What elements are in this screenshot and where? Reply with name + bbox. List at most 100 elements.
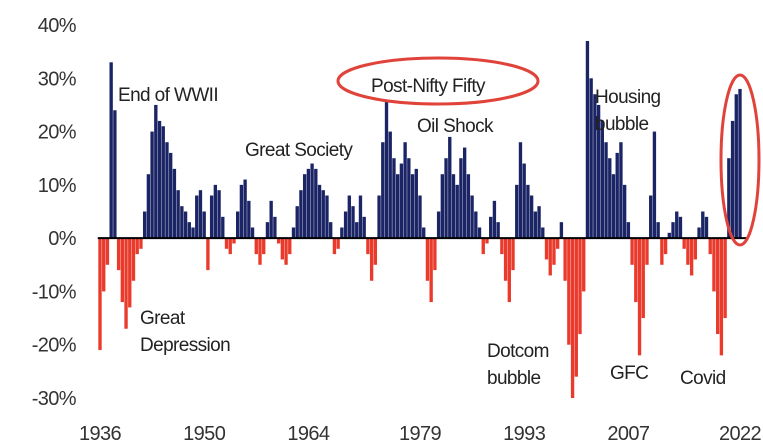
- bar: [574, 238, 578, 377]
- bar: [708, 238, 712, 255]
- bar: [209, 195, 214, 239]
- bar: [273, 216, 277, 239]
- bar: [675, 211, 679, 239]
- bar: [645, 238, 649, 265]
- bar: [221, 216, 225, 239]
- bar: [392, 158, 396, 239]
- bar: [399, 163, 404, 239]
- bar: [634, 238, 638, 303]
- bar: [474, 211, 478, 239]
- bar: [570, 238, 575, 398]
- bar: [217, 190, 221, 239]
- bar: [340, 227, 344, 239]
- bar: [265, 222, 270, 239]
- bar: [336, 238, 340, 249]
- annotation: Depression: [140, 335, 230, 356]
- bar: [98, 238, 102, 351]
- bar: [355, 222, 359, 239]
- bar: [429, 238, 433, 303]
- bar: [302, 174, 307, 239]
- bar: [433, 238, 437, 271]
- bar: [522, 163, 526, 239]
- bar: [738, 88, 742, 239]
- bar: [102, 238, 106, 292]
- highlight-ellipse: [719, 73, 761, 247]
- bar: [381, 142, 385, 239]
- bar: [120, 238, 124, 303]
- bar: [116, 238, 121, 271]
- bar: [128, 238, 132, 308]
- bar: [671, 222, 675, 239]
- bar: [526, 184, 530, 239]
- bar: [492, 200, 497, 239]
- bar: [191, 227, 195, 239]
- bar: [529, 195, 534, 239]
- y-tick-label: 10%: [38, 175, 77, 197]
- bar: [455, 184, 459, 239]
- bar: [604, 142, 608, 239]
- bar: [578, 238, 582, 335]
- bar: [314, 168, 318, 239]
- bar: [630, 238, 634, 265]
- bar: [343, 211, 348, 239]
- y-tick-label: 30%: [38, 68, 77, 90]
- bar: [660, 238, 664, 265]
- bar: [667, 232, 671, 239]
- highlight-ellipse: [336, 56, 540, 106]
- bar: [317, 184, 322, 239]
- bar: [619, 142, 623, 239]
- bar: [548, 238, 552, 276]
- bar: [719, 238, 724, 356]
- bar: [284, 238, 288, 265]
- bar: [485, 238, 489, 244]
- bar: [366, 238, 370, 255]
- x-tick-label: 1979: [399, 423, 442, 445]
- x-tick-label: 1950: [183, 423, 226, 445]
- bar: [637, 238, 642, 356]
- bar: [258, 238, 262, 265]
- bar: [183, 211, 188, 239]
- bar: [451, 174, 456, 239]
- bar: [537, 206, 541, 239]
- bar: [236, 211, 240, 239]
- bar: [310, 163, 314, 239]
- bar: [135, 238, 139, 255]
- annotation: Housing: [595, 87, 661, 108]
- bar: [712, 238, 716, 292]
- bar: [503, 238, 508, 281]
- bar: [723, 238, 727, 319]
- bar: [262, 238, 266, 255]
- bar: [414, 168, 418, 239]
- bar: [500, 238, 504, 255]
- bar: [176, 190, 180, 239]
- bar: [373, 238, 378, 265]
- annotation: bubble: [487, 368, 540, 389]
- bar: [224, 238, 229, 249]
- bar: [585, 40, 590, 239]
- bar: [436, 211, 441, 239]
- bar: [511, 238, 515, 271]
- bar: [693, 238, 698, 260]
- bar: [228, 238, 232, 255]
- bar: [291, 227, 296, 239]
- bar: [556, 238, 560, 249]
- bar: [299, 190, 303, 239]
- y-tick-label: -20%: [32, 335, 77, 357]
- bar: [396, 174, 400, 239]
- bar: [582, 238, 586, 292]
- bar: [686, 238, 690, 265]
- bar: [641, 238, 645, 319]
- bar: [369, 238, 374, 281]
- bar: [410, 174, 415, 239]
- bar: [280, 238, 284, 260]
- bar: [470, 195, 474, 239]
- bar: [678, 216, 683, 239]
- bar: [496, 222, 500, 239]
- bar: [727, 158, 731, 239]
- bar: [734, 94, 738, 239]
- bar: [113, 110, 117, 239]
- bar: [656, 222, 660, 239]
- bar: [541, 227, 545, 239]
- annotation: Dotcom: [487, 341, 549, 362]
- bar: [701, 211, 705, 239]
